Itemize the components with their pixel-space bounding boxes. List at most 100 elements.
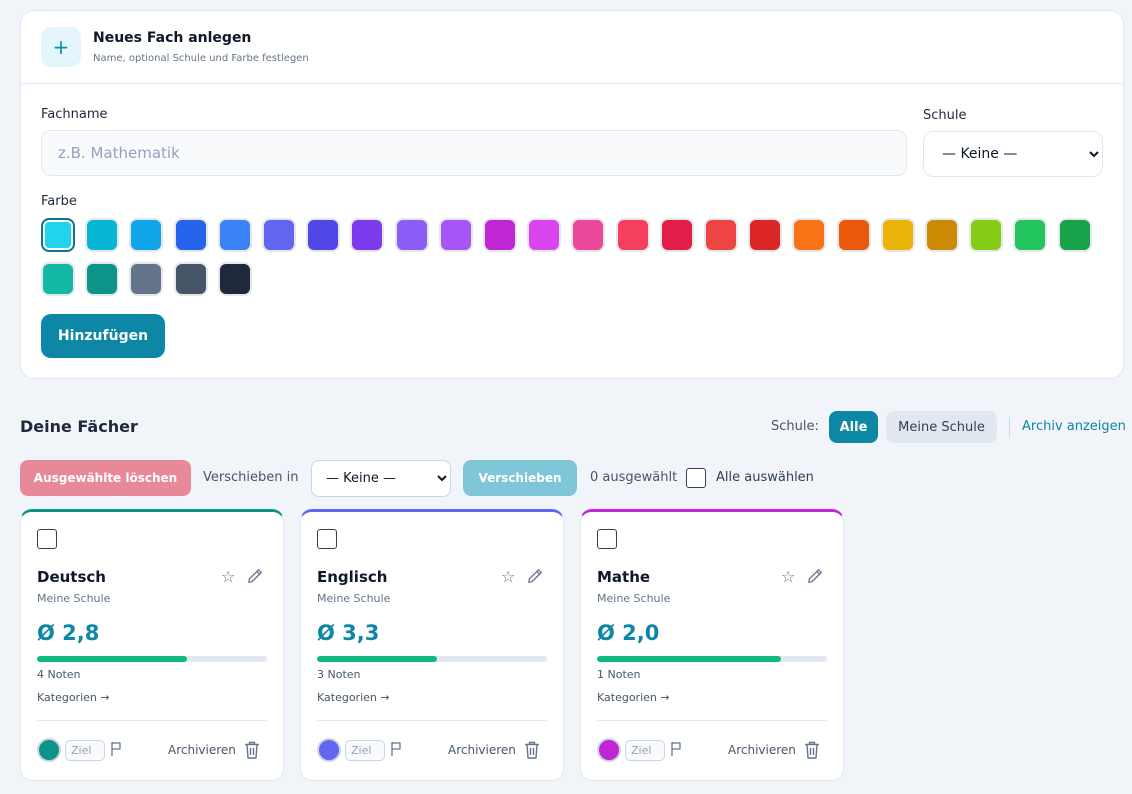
grade-average: Ø 2,8 bbox=[37, 621, 100, 645]
new-subject-header: + Neues Fach anlegen Name, optional Schu… bbox=[21, 11, 1123, 84]
move-to-select[interactable]: — Keine — bbox=[311, 460, 451, 497]
goal-input[interactable] bbox=[65, 740, 105, 761]
trash-icon[interactable] bbox=[243, 740, 261, 760]
school-filter-label: Schule: bbox=[771, 419, 819, 434]
grade-progress-bar bbox=[597, 656, 827, 662]
color-label: Farbe bbox=[41, 194, 77, 209]
filter-all-button[interactable]: Alle bbox=[829, 411, 878, 443]
color-swatch[interactable] bbox=[616, 218, 650, 252]
subject-name[interactable]: Mathe bbox=[597, 568, 651, 586]
filter-my-school-button[interactable]: Meine Schule bbox=[886, 411, 997, 443]
color-swatch[interactable] bbox=[218, 262, 252, 296]
grade-progress-fill bbox=[597, 656, 781, 662]
grade-progress-fill bbox=[317, 656, 437, 662]
subject-card: Mathe ☆ Meine Schule Ø 2,0 1 Noten Kateg… bbox=[580, 509, 844, 781]
card-select-checkbox[interactable] bbox=[37, 529, 57, 549]
color-swatch[interactable] bbox=[439, 218, 473, 252]
color-swatch[interactable] bbox=[792, 218, 826, 252]
plus-icon: + bbox=[41, 27, 81, 67]
subjects-heading: Deine Fächer bbox=[20, 417, 138, 436]
subject-name[interactable]: Englisch bbox=[317, 568, 388, 586]
goal-input[interactable] bbox=[625, 740, 665, 761]
grade-count: 4 Noten bbox=[37, 668, 81, 681]
color-swatch[interactable] bbox=[85, 218, 119, 252]
trash-icon[interactable] bbox=[523, 740, 541, 760]
card-select-checkbox[interactable] bbox=[597, 529, 617, 549]
subject-card: Deutsch ☆ Meine Schule Ø 2,8 4 Noten Kat… bbox=[20, 509, 284, 781]
color-swatch[interactable] bbox=[837, 218, 871, 252]
subject-school: Meine Schule bbox=[597, 592, 671, 605]
color-swatch[interactable] bbox=[129, 218, 163, 252]
grade-average: Ø 3,3 bbox=[317, 621, 380, 645]
grade-count: 1 Noten bbox=[597, 668, 641, 681]
subject-school: Meine Schule bbox=[37, 592, 111, 605]
select-all-label[interactable]: Alle auswählen bbox=[716, 470, 814, 485]
new-subject-card: + Neues Fach anlegen Name, optional Schu… bbox=[20, 10, 1124, 379]
subject-color-dot[interactable] bbox=[317, 738, 341, 762]
grade-progress-fill bbox=[37, 656, 187, 662]
edit-pencil-icon[interactable] bbox=[527, 568, 543, 584]
color-swatch[interactable] bbox=[1013, 218, 1047, 252]
color-swatch[interactable] bbox=[483, 218, 517, 252]
color-swatch[interactable] bbox=[129, 262, 163, 296]
star-icon[interactable]: ☆ bbox=[221, 567, 236, 586]
goal-input[interactable] bbox=[345, 740, 385, 761]
archive-button[interactable]: Archivieren bbox=[728, 743, 796, 757]
edit-pencil-icon[interactable] bbox=[247, 568, 263, 584]
flag-icon bbox=[671, 742, 681, 756]
flag-icon bbox=[111, 742, 121, 756]
move-button[interactable]: Verschieben bbox=[463, 460, 577, 496]
flag-icon bbox=[391, 742, 401, 756]
subject-color-dot[interactable] bbox=[37, 738, 61, 762]
card-select-checkbox[interactable] bbox=[317, 529, 337, 549]
color-swatch[interactable] bbox=[174, 262, 208, 296]
school-select[interactable]: — Keine — bbox=[923, 131, 1103, 177]
school-label: Schule bbox=[923, 108, 967, 123]
delete-selected-button[interactable]: Ausgewählte löschen bbox=[20, 460, 191, 496]
new-subject-title: Neues Fach anlegen bbox=[93, 30, 252, 46]
divider bbox=[1009, 417, 1010, 437]
color-swatch[interactable] bbox=[571, 218, 605, 252]
color-swatch[interactable] bbox=[395, 218, 429, 252]
show-archive-link[interactable]: Archiv anzeigen bbox=[1022, 419, 1126, 434]
color-swatch[interactable] bbox=[660, 218, 694, 252]
new-subject-subtitle: Name, optional Schule und Farbe festlege… bbox=[93, 53, 309, 64]
selected-count: 0 ausgewählt bbox=[590, 470, 678, 485]
subject-school: Meine Schule bbox=[317, 592, 391, 605]
color-swatch[interactable] bbox=[925, 218, 959, 252]
star-icon[interactable]: ☆ bbox=[501, 567, 516, 586]
color-swatch[interactable] bbox=[527, 218, 561, 252]
archive-button[interactable]: Archivieren bbox=[168, 743, 236, 757]
categories-link[interactable]: Kategorien → bbox=[37, 691, 110, 704]
categories-link[interactable]: Kategorien → bbox=[597, 691, 670, 704]
subject-name-label: Fachname bbox=[41, 107, 108, 122]
color-swatch[interactable] bbox=[969, 218, 1003, 252]
trash-icon[interactable] bbox=[803, 740, 821, 760]
color-swatch[interactable] bbox=[262, 218, 296, 252]
archive-button[interactable]: Archivieren bbox=[448, 743, 516, 757]
color-swatch[interactable] bbox=[704, 218, 738, 252]
subject-color-dot[interactable] bbox=[597, 738, 621, 762]
color-swatch[interactable] bbox=[1058, 218, 1092, 252]
color-swatch[interactable] bbox=[350, 218, 384, 252]
grade-progress-bar bbox=[37, 656, 267, 662]
color-swatch[interactable] bbox=[881, 218, 915, 252]
subject-name[interactable]: Deutsch bbox=[37, 568, 106, 586]
color-swatch[interactable] bbox=[218, 218, 252, 252]
card-divider bbox=[37, 720, 267, 721]
subject-name-input[interactable] bbox=[41, 130, 907, 176]
card-divider bbox=[317, 720, 547, 721]
categories-link[interactable]: Kategorien → bbox=[317, 691, 390, 704]
color-swatch[interactable] bbox=[85, 262, 119, 296]
color-swatch[interactable] bbox=[174, 218, 208, 252]
color-swatch[interactable] bbox=[41, 218, 75, 252]
color-swatch[interactable] bbox=[306, 218, 340, 252]
edit-pencil-icon[interactable] bbox=[807, 568, 823, 584]
add-subject-button[interactable]: Hinzufügen bbox=[41, 314, 165, 358]
subject-card: Englisch ☆ Meine Schule Ø 3,3 3 Noten Ka… bbox=[300, 509, 564, 781]
grade-progress-bar bbox=[317, 656, 547, 662]
star-icon[interactable]: ☆ bbox=[781, 567, 796, 586]
color-swatch[interactable] bbox=[748, 218, 782, 252]
color-swatch[interactable] bbox=[41, 262, 75, 296]
select-all-checkbox[interactable] bbox=[686, 468, 706, 488]
